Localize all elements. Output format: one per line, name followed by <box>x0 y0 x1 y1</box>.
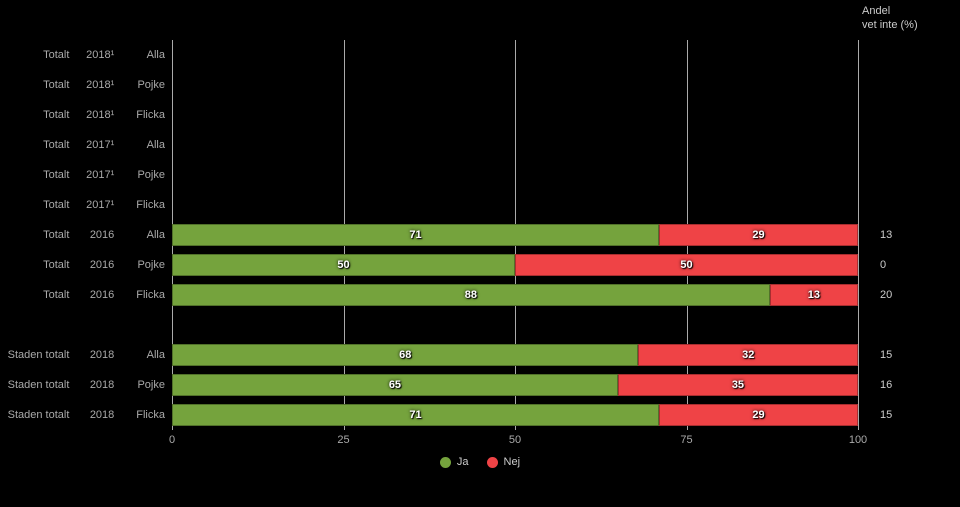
row-label-group: Totalt <box>0 139 69 151</box>
row-label-year: 2018 <box>85 409 114 421</box>
bar-row: 6535 <box>172 374 858 396</box>
bar-segment-ja: 88 <box>172 284 770 306</box>
extra-header-line1: Andel <box>862 4 952 18</box>
row-label-group: Totalt <box>0 79 69 91</box>
bar-row: 6832 <box>172 344 858 366</box>
extra-value: 15 <box>862 404 892 426</box>
bar-row: 5050 <box>172 254 858 276</box>
row-label-group: Totalt <box>0 199 69 211</box>
extra-header-line2: vet inte (%) <box>862 18 952 32</box>
row-label-year: 2018¹ <box>85 109 114 121</box>
row-label-gender: Alla <box>130 349 165 361</box>
legend-label: Ja <box>457 456 469 468</box>
x-axis-tick-label: 50 <box>509 434 521 446</box>
row-label-gender: Alla <box>130 49 165 61</box>
x-axis-labels: 0255075100 <box>172 434 858 450</box>
row-label: Staden totalt 2018 Alla <box>0 344 165 366</box>
row-labels: Totalt 2018¹ Alla Totalt 2018¹ Pojke Totalt 201… <box>0 40 165 430</box>
extra-column: 13 0 20 15 16 15 <box>862 40 952 430</box>
row-label-gender: Alla <box>130 229 165 241</box>
bar-segment-ja: 71 <box>172 224 659 246</box>
bar-segment-ja: 68 <box>172 344 638 366</box>
bar-segment-nej: 13 <box>770 284 858 306</box>
row-label: Totalt 2018¹ Alla <box>0 44 165 66</box>
row-label: Totalt 2016 Pojke <box>0 254 165 276</box>
legend-item-nej: Nej <box>487 456 521 468</box>
row-label: Totalt 2017¹ Alla <box>0 134 165 156</box>
bar-row: 8813 <box>172 284 858 306</box>
legend: Ja Nej <box>0 456 960 468</box>
row-label-group: Totalt <box>0 49 69 61</box>
extra-value: 20 <box>862 284 892 306</box>
row-label-gender: Flicka <box>130 109 165 121</box>
row-label-gender: Pojke <box>130 79 165 91</box>
x-axis-tick-label: 75 <box>680 434 692 446</box>
row-label-group: Staden totalt <box>0 349 69 361</box>
bar-row: 7129 <box>172 224 858 246</box>
row-label-group: Totalt <box>0 169 69 181</box>
x-axis-tick-label: 100 <box>849 434 867 446</box>
row-label: Totalt 2016 Alla <box>0 224 165 246</box>
legend-swatch <box>440 457 451 468</box>
row-label-gender: Flicka <box>130 409 165 421</box>
extra-value: 15 <box>862 344 892 366</box>
plot-area: 712950508813683265357129 <box>172 40 858 430</box>
row-label-group: Totalt <box>0 289 69 301</box>
row-label-year: 2017¹ <box>85 169 114 181</box>
bar-segment-nej: 50 <box>515 254 858 276</box>
row-label-year: 2018 <box>85 349 114 361</box>
bar-segment-nej: 29 <box>659 224 858 246</box>
row-label: Totalt 2017¹ Pojke <box>0 164 165 186</box>
row-label-group: Totalt <box>0 229 69 241</box>
row-label-year: 2016 <box>85 229 114 241</box>
row-label-gender: Alla <box>130 139 165 151</box>
legend-label: Nej <box>504 456 521 468</box>
row-label: Staden totalt 2018 Pojke <box>0 374 165 396</box>
row-label-group: Staden totalt <box>0 409 69 421</box>
bar-segment-ja: 65 <box>172 374 618 396</box>
row-label-gender: Pojke <box>130 259 165 271</box>
row-label: Totalt 2017¹ Flicka <box>0 194 165 216</box>
row-label-gender: Flicka <box>130 289 165 301</box>
bar-segment-ja: 50 <box>172 254 515 276</box>
bar-segment-nej: 32 <box>638 344 858 366</box>
row-label-year: 2017¹ <box>85 199 114 211</box>
gridline <box>858 40 859 430</box>
row-label-group: Totalt <box>0 259 69 271</box>
legend-item-ja: Ja <box>440 456 469 468</box>
extra-column-header: Andel vet inte (%) <box>862 4 952 32</box>
bar-segment-ja: 71 <box>172 404 659 426</box>
extra-value: 13 <box>862 224 892 246</box>
row-label-group: Totalt <box>0 109 69 121</box>
legend-swatch <box>487 457 498 468</box>
row-label-year: 2017¹ <box>85 139 114 151</box>
row-label: Totalt 2016 Flicka <box>0 284 165 306</box>
row-label-year: 2018¹ <box>85 79 114 91</box>
row-label: Totalt 2018¹ Pojke <box>0 74 165 96</box>
stacked-bar-chart: Andel vet inte (%) Totalt2018¹AllaTotalt… <box>0 0 960 507</box>
row-label: Staden totalt 2018 Flicka <box>0 404 165 426</box>
row-label-gender: Pojke <box>130 169 165 181</box>
row-label-gender: Flicka <box>130 199 165 211</box>
row-label-year: 2016 <box>85 289 114 301</box>
row-label-year: 2018 <box>85 379 114 391</box>
row-label: Totalt 2018¹ Flicka <box>0 104 165 126</box>
row-label-group: Staden totalt <box>0 379 69 391</box>
extra-value: 0 <box>862 254 886 276</box>
x-axis-tick-label: 25 <box>337 434 349 446</box>
extra-value: 16 <box>862 374 892 396</box>
x-axis-tick-label: 0 <box>169 434 175 446</box>
row-label-year: 2018¹ <box>85 49 114 61</box>
bar-segment-nej: 35 <box>618 374 858 396</box>
bar-row: 7129 <box>172 404 858 426</box>
row-label-gender: Pojke <box>130 379 165 391</box>
row-label-year: 2016 <box>85 259 114 271</box>
bar-segment-nej: 29 <box>659 404 858 426</box>
